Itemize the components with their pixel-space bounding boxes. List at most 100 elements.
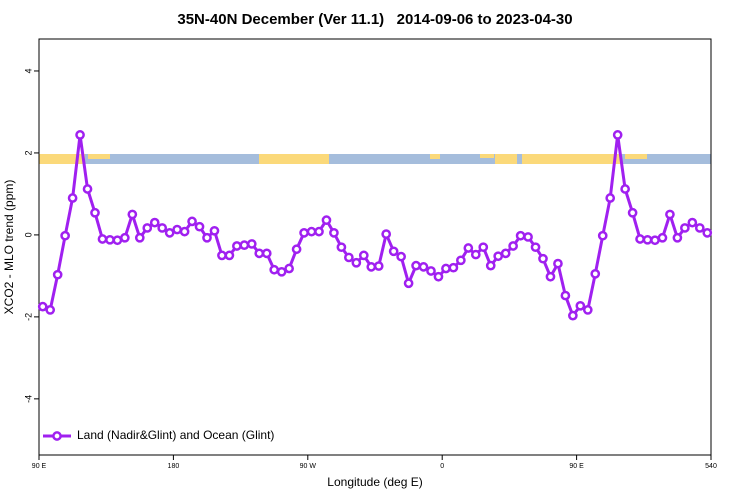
data-point xyxy=(358,250,369,261)
y-tick-label: 2 xyxy=(23,150,33,155)
data-point xyxy=(299,228,309,238)
chart-title: 35N-40N December (Ver 11.1) 2014-09-06 t… xyxy=(177,11,572,28)
data-point xyxy=(37,301,48,312)
data-point xyxy=(582,305,593,315)
data-point xyxy=(45,305,56,315)
data-point xyxy=(261,248,272,259)
data-point xyxy=(239,240,250,251)
data-point xyxy=(344,252,354,263)
data-point xyxy=(426,266,436,276)
data-point xyxy=(232,241,242,251)
land-ocean-strip xyxy=(39,154,711,164)
y-tick-label: 4 xyxy=(23,68,33,73)
data-point xyxy=(246,239,257,249)
y-axis-label: XCO2 - MLO trend (ppm) xyxy=(2,180,16,315)
data-point xyxy=(75,130,85,140)
data-point xyxy=(194,221,205,232)
data-point xyxy=(105,234,115,245)
data-point xyxy=(530,242,541,253)
data-point xyxy=(306,226,317,237)
data-point xyxy=(568,310,578,321)
data-point xyxy=(485,260,496,271)
data-point xyxy=(605,193,616,203)
data-point xyxy=(127,209,138,220)
x-tick-label: 0 xyxy=(440,463,444,470)
data-point xyxy=(60,230,70,241)
data-point xyxy=(157,223,168,233)
data-point xyxy=(149,217,160,228)
data-point xyxy=(470,249,481,260)
data-point xyxy=(448,262,459,273)
data-point xyxy=(590,268,601,279)
data-point xyxy=(269,264,280,275)
data-point xyxy=(276,266,287,277)
data-point xyxy=(67,193,78,203)
data-point xyxy=(523,232,533,242)
data-point xyxy=(687,217,698,228)
data-point xyxy=(396,251,406,262)
data-point xyxy=(411,260,421,271)
data-point xyxy=(388,246,399,257)
data-point xyxy=(635,234,645,244)
data-point xyxy=(351,257,362,268)
x-tick-label: 90 E xyxy=(569,463,584,470)
data-point xyxy=(702,228,713,238)
data-point xyxy=(418,262,429,272)
x-axis-label: Longitude (deg E) xyxy=(327,475,422,489)
data-point xyxy=(172,224,182,235)
data-point xyxy=(672,232,683,243)
data-point xyxy=(209,225,220,236)
data-point xyxy=(620,184,630,194)
data-point xyxy=(403,278,414,289)
data-point xyxy=(575,300,586,311)
data-point xyxy=(627,207,638,218)
data-point xyxy=(134,232,145,243)
data-point xyxy=(500,248,511,259)
data-point xyxy=(254,248,265,259)
data-point xyxy=(493,251,504,262)
y-tick-label: -2 xyxy=(23,313,33,321)
plot-frame xyxy=(38,38,712,456)
data-point xyxy=(97,234,108,244)
data-point xyxy=(545,271,556,282)
data-point xyxy=(112,235,123,246)
y-tick-label: -4 xyxy=(23,395,33,403)
data-point xyxy=(187,216,197,227)
data-point xyxy=(329,228,339,238)
data-point xyxy=(553,258,563,269)
data-point xyxy=(164,228,175,238)
data-point xyxy=(665,209,675,220)
x-tick-label: 180 xyxy=(168,463,180,470)
data-point xyxy=(179,226,190,237)
data-point xyxy=(90,207,100,218)
data-point xyxy=(381,229,392,239)
data-point xyxy=(680,223,690,233)
data-point xyxy=(284,263,294,274)
data-point xyxy=(597,230,608,241)
data-point xyxy=(650,235,660,246)
data-point xyxy=(202,232,212,243)
legend-label: Land (Nadir&Glint) and Ocean (Glint) xyxy=(77,428,274,442)
data-point xyxy=(642,234,653,245)
data-point xyxy=(694,223,705,233)
data-point xyxy=(321,215,332,226)
x-tick-label: 540 xyxy=(705,463,717,470)
y-tick-label: 0 xyxy=(23,232,33,237)
data-point xyxy=(314,226,324,237)
data-point xyxy=(456,255,466,266)
data-point xyxy=(366,262,377,272)
data-point xyxy=(441,263,451,274)
data-point xyxy=(120,232,130,243)
data-point xyxy=(538,253,548,264)
x-tick-label: 90 E xyxy=(32,463,47,470)
data-point xyxy=(291,244,302,255)
data-point xyxy=(463,243,474,253)
legend-marker xyxy=(52,431,62,441)
data-point xyxy=(336,242,347,253)
data-point xyxy=(657,232,668,243)
data-point xyxy=(82,184,93,194)
data-point xyxy=(142,223,153,233)
data-point xyxy=(433,271,444,282)
data-point xyxy=(217,250,227,261)
